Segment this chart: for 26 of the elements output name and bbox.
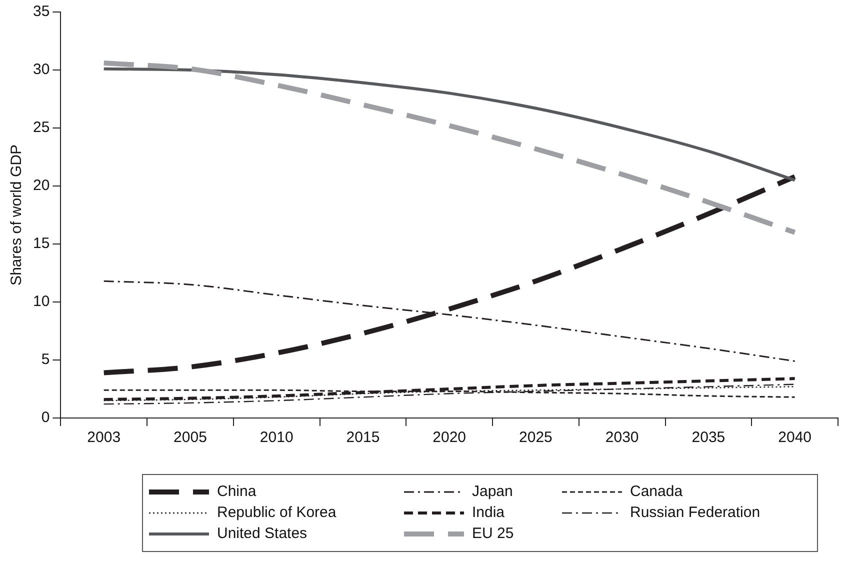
x-tick-label: 2025 (519, 429, 552, 446)
legend-label: Japan (472, 483, 513, 500)
x-tick-label: 2030 (605, 429, 639, 446)
legend-label: Republic of Korea (217, 504, 336, 521)
legend-label: China (217, 483, 256, 500)
x-tick-label: 2035 (692, 429, 726, 446)
x-tick-label: 2040 (778, 429, 812, 446)
legend-label: Russian Federation (630, 504, 760, 521)
y-axis-title: Shares of world GDP (8, 144, 26, 286)
y-tick-label: 10 (32, 293, 50, 310)
legend-label: India (472, 504, 505, 521)
x-tick-label: 2020 (432, 429, 466, 446)
x-tick-label: 2003 (87, 429, 121, 446)
y-tick-label: 15 (32, 235, 50, 252)
y-tick-label: 25 (32, 119, 50, 136)
y-tick-label: 5 (41, 351, 50, 368)
y-tick-label: 0 (41, 409, 50, 426)
x-tick-label: 2005 (174, 429, 207, 446)
legend-label: Canada (630, 483, 683, 500)
y-tick-label: 35 (32, 3, 50, 20)
legend-label: EU 25 (472, 525, 514, 542)
y-tick-label: 20 (32, 177, 50, 194)
y-tick-label: 30 (32, 61, 50, 78)
x-tick-label: 2015 (346, 429, 380, 446)
legend-label: United States (217, 525, 308, 542)
x-tick-label: 2010 (260, 429, 294, 446)
